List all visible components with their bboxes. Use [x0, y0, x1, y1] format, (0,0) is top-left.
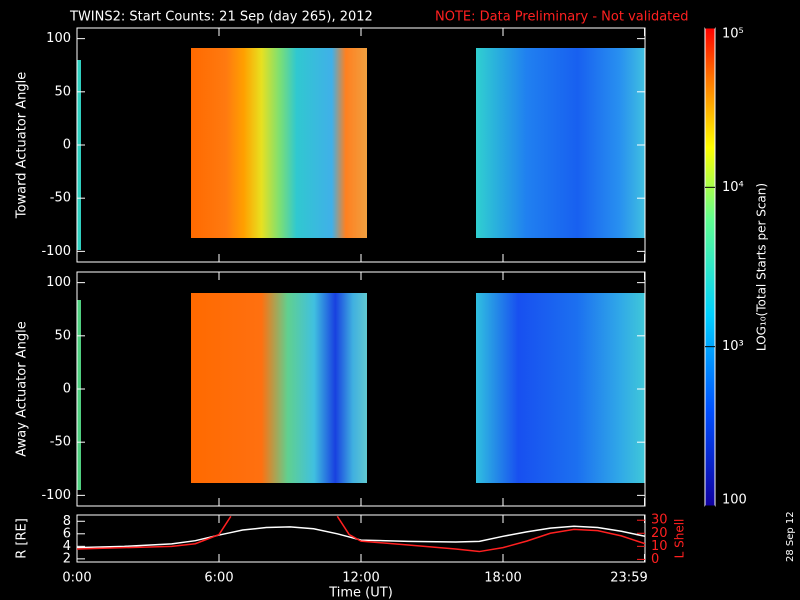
y2-tick-label: 30 — [651, 513, 668, 528]
x-tick-label: 6:00 — [204, 571, 233, 586]
y-tick-label: 100 — [46, 31, 71, 46]
spectrogram-block — [476, 48, 645, 238]
y-tick-label: 50 — [54, 328, 71, 343]
y2-tick-label: 20 — [651, 526, 668, 541]
colorbar-tick-label: 100 — [722, 493, 747, 508]
colorbar-tick-label: 10⁴ — [722, 180, 744, 195]
x-tick-label: 0:00 — [62, 571, 91, 586]
series-line — [77, 515, 645, 553]
y-tick-label: 4 — [63, 539, 71, 554]
spectrogram-block — [191, 293, 367, 483]
y2-tick-label: 0 — [651, 552, 659, 567]
y-tick-label: 100 — [46, 275, 71, 290]
y-tick-label: -100 — [41, 244, 71, 259]
series-line — [77, 525, 645, 549]
y2-axis-label: L Shell — [673, 519, 687, 559]
x-axis-label: Time (UT) — [328, 586, 393, 600]
colorbar — [704, 27, 716, 507]
date-stamp: 28 Sep 12 — [785, 511, 796, 562]
x-tick-label: 23:59 — [610, 571, 647, 586]
colorbar-tick-label: 10³ — [722, 339, 744, 354]
title: TWINS2: Start Counts: 21 Sep (day 265), … — [69, 10, 373, 25]
y-tick-label: 6 — [63, 526, 71, 541]
y-tick-label: 50 — [54, 84, 71, 99]
x-tick-label: 12:00 — [342, 571, 379, 586]
y-tick-label: 2 — [63, 551, 71, 566]
spectrogram-block — [476, 293, 645, 483]
x-tick-label: 18:00 — [484, 571, 521, 586]
spectrogram-edge — [77, 60, 81, 250]
y2-tick-label: 10 — [651, 539, 668, 554]
y-axis-label: Away Actuator Angle — [15, 321, 30, 456]
y-tick-label: -50 — [50, 191, 71, 206]
colorbar-tick-label: 10⁵ — [722, 27, 744, 42]
spectrogram-block — [191, 48, 367, 238]
y-tick-label: -100 — [41, 488, 71, 503]
y-axis-label: Toward Actuator Angle — [15, 72, 30, 219]
y-tick-label: 0 — [63, 138, 71, 153]
series-group — [77, 515, 645, 553]
colorbar-label: LOG₁₀(Total Starts per Scan) — [755, 183, 769, 351]
spectrogram-edge — [77, 300, 81, 490]
y-axis-label: R [RE] — [15, 518, 30, 559]
note: NOTE: Data Preliminary - Not validated — [435, 10, 689, 25]
y-tick-label: -50 — [50, 435, 71, 450]
y-tick-label: 0 — [63, 382, 71, 397]
y-tick-label: 8 — [63, 514, 71, 529]
